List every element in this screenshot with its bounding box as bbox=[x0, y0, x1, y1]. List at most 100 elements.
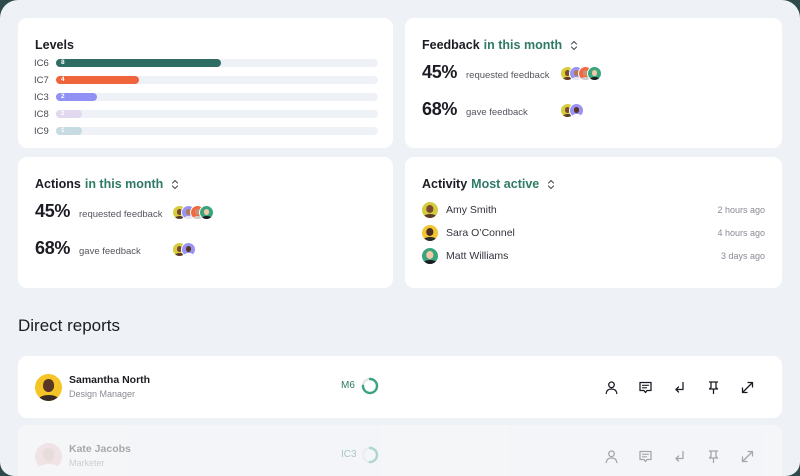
avatar-head bbox=[564, 69, 571, 77]
level-label: IC7 bbox=[34, 74, 49, 86]
activity-title: Activity Most active bbox=[422, 177, 555, 191]
sort-icon[interactable] bbox=[570, 40, 578, 51]
level-bar[interactable]: 2 bbox=[56, 93, 98, 101]
report-actions bbox=[594, 447, 764, 465]
feedback-period-dropdown[interactable]: in this month bbox=[483, 38, 563, 52]
level-label: IC3 bbox=[34, 91, 49, 103]
reply-button[interactable] bbox=[662, 447, 696, 465]
feedback-button[interactable] bbox=[628, 447, 662, 465]
level-label: IC8 bbox=[34, 108, 49, 120]
pin-button[interactable] bbox=[696, 447, 730, 465]
avatar[interactable] bbox=[35, 374, 62, 401]
level-bar[interactable]: 4 bbox=[56, 76, 139, 84]
report-level: IC3 bbox=[341, 449, 357, 460]
level-bar[interactable]: 1 bbox=[56, 127, 82, 135]
avatar-body bbox=[37, 463, 60, 470]
avatar-body bbox=[201, 216, 212, 219]
profile-button[interactable] bbox=[594, 378, 628, 396]
avatar bbox=[422, 225, 438, 241]
activity-name: Matt Williams bbox=[446, 250, 509, 262]
level-track: 4 bbox=[56, 76, 378, 84]
activity-time: 3 days ago bbox=[720, 251, 765, 261]
avatar-body bbox=[571, 77, 582, 80]
avatar-body bbox=[192, 216, 203, 219]
avatar-head bbox=[573, 69, 580, 77]
feedback-icon bbox=[638, 381, 652, 393]
feedback-button[interactable] bbox=[628, 378, 662, 396]
reply-button[interactable] bbox=[662, 378, 696, 396]
level-count: 2 bbox=[61, 93, 65, 100]
activity-filter-dropdown[interactable]: Most active bbox=[471, 177, 540, 191]
actions-stat-gave: 68% gave feedback bbox=[35, 238, 141, 258]
avatar-head bbox=[176, 245, 183, 253]
report-role: Marketer bbox=[69, 458, 105, 468]
report-row[interactable]: Samantha North Design Manager M6 bbox=[18, 356, 782, 418]
report-row[interactable]: Kate Jacobs Marketer IC3 bbox=[18, 425, 782, 476]
avatar-head bbox=[591, 69, 598, 77]
avatar[interactable] bbox=[569, 103, 584, 118]
avatar-head bbox=[564, 106, 571, 114]
activity-item[interactable]: Amy Smith 2 hours ago bbox=[422, 202, 765, 218]
avatar-body bbox=[183, 253, 194, 256]
pin-icon bbox=[708, 449, 718, 463]
avatar[interactable] bbox=[199, 205, 214, 220]
profile-icon bbox=[605, 380, 617, 394]
report-level: M6 bbox=[341, 380, 355, 391]
report-role: Design Manager bbox=[69, 389, 136, 399]
avatar-stack[interactable] bbox=[172, 242, 196, 257]
avatar-body bbox=[183, 216, 194, 219]
pin-button[interactable] bbox=[696, 378, 730, 396]
actions-title: Actions in this month bbox=[35, 177, 179, 191]
avatar[interactable] bbox=[181, 242, 196, 257]
progress-ring bbox=[361, 446, 379, 464]
level-row: IC6 8 bbox=[34, 58, 379, 69]
avatar-head bbox=[194, 208, 201, 216]
level-track: 2 bbox=[56, 110, 378, 118]
expand-button[interactable] bbox=[730, 447, 764, 465]
section-title: Direct reports bbox=[18, 316, 121, 335]
avatar-head bbox=[203, 208, 210, 216]
level-track: 8 bbox=[56, 59, 378, 67]
avatar-body bbox=[589, 77, 600, 80]
activity-time: 2 hours ago bbox=[717, 205, 765, 215]
actions-period-dropdown[interactable]: in this month bbox=[84, 177, 164, 191]
progress-ring bbox=[361, 377, 379, 395]
report-actions bbox=[594, 378, 764, 396]
avatar-body bbox=[580, 77, 591, 80]
level-bar[interactable]: 2 bbox=[56, 110, 82, 118]
expand-button[interactable] bbox=[730, 378, 764, 396]
avatar-head bbox=[426, 251, 434, 259]
level-track: 2 bbox=[56, 93, 378, 101]
avatar bbox=[422, 202, 438, 218]
report-name[interactable]: Kate Jacobs bbox=[69, 443, 131, 455]
activity-item[interactable]: Matt Williams 3 days ago bbox=[422, 248, 765, 264]
avatar-body bbox=[562, 114, 573, 117]
avatar-head bbox=[176, 208, 183, 216]
report-name[interactable]: Samantha North bbox=[69, 374, 151, 386]
avatar-body bbox=[571, 114, 582, 117]
reply-icon bbox=[674, 381, 684, 393]
avatar-head bbox=[185, 245, 192, 253]
avatar[interactable] bbox=[35, 443, 62, 470]
expand-icon bbox=[741, 381, 753, 393]
avatar-stack[interactable] bbox=[560, 66, 602, 81]
avatar-stack[interactable] bbox=[560, 103, 584, 118]
sort-icon[interactable] bbox=[171, 179, 179, 190]
feedback-title: Feedback in this month bbox=[422, 38, 578, 52]
pin-icon bbox=[708, 380, 718, 394]
level-row: IC9 1 bbox=[34, 126, 379, 137]
avatar[interactable] bbox=[587, 66, 602, 81]
avatar-body bbox=[174, 216, 185, 219]
avatar-head bbox=[582, 69, 589, 77]
profile-button[interactable] bbox=[594, 447, 628, 465]
avatar-stack[interactable] bbox=[172, 205, 214, 220]
expand-icon bbox=[741, 450, 753, 462]
sort-icon[interactable] bbox=[547, 179, 555, 190]
level-bar[interactable]: 8 bbox=[56, 59, 221, 67]
avatar-head bbox=[185, 208, 192, 216]
avatar-body bbox=[423, 237, 437, 241]
actions-stat-requested: 45% requested feedback bbox=[35, 201, 163, 221]
activity-item[interactable]: Sara O’Connel 4 hours ago bbox=[422, 225, 765, 241]
level-count: 8 bbox=[61, 59, 65, 66]
